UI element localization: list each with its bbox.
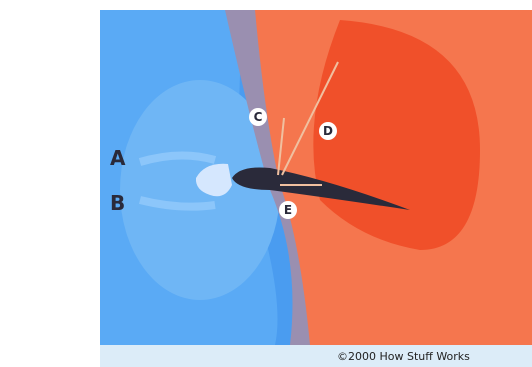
label-e: E [284, 203, 292, 217]
caption: ©2000 How Stuff Works [337, 350, 470, 363]
label-d: D [323, 124, 333, 138]
label-a: A [110, 146, 126, 170]
flow-field [100, 10, 532, 345]
label-b: B [110, 191, 125, 215]
label-c: C [254, 110, 263, 124]
diagram: A B C D E ©2000 How Stuff Works [0, 0, 532, 367]
page: A B C D E ©2000 How Stuff Works (() => {… [0, 0, 532, 367]
